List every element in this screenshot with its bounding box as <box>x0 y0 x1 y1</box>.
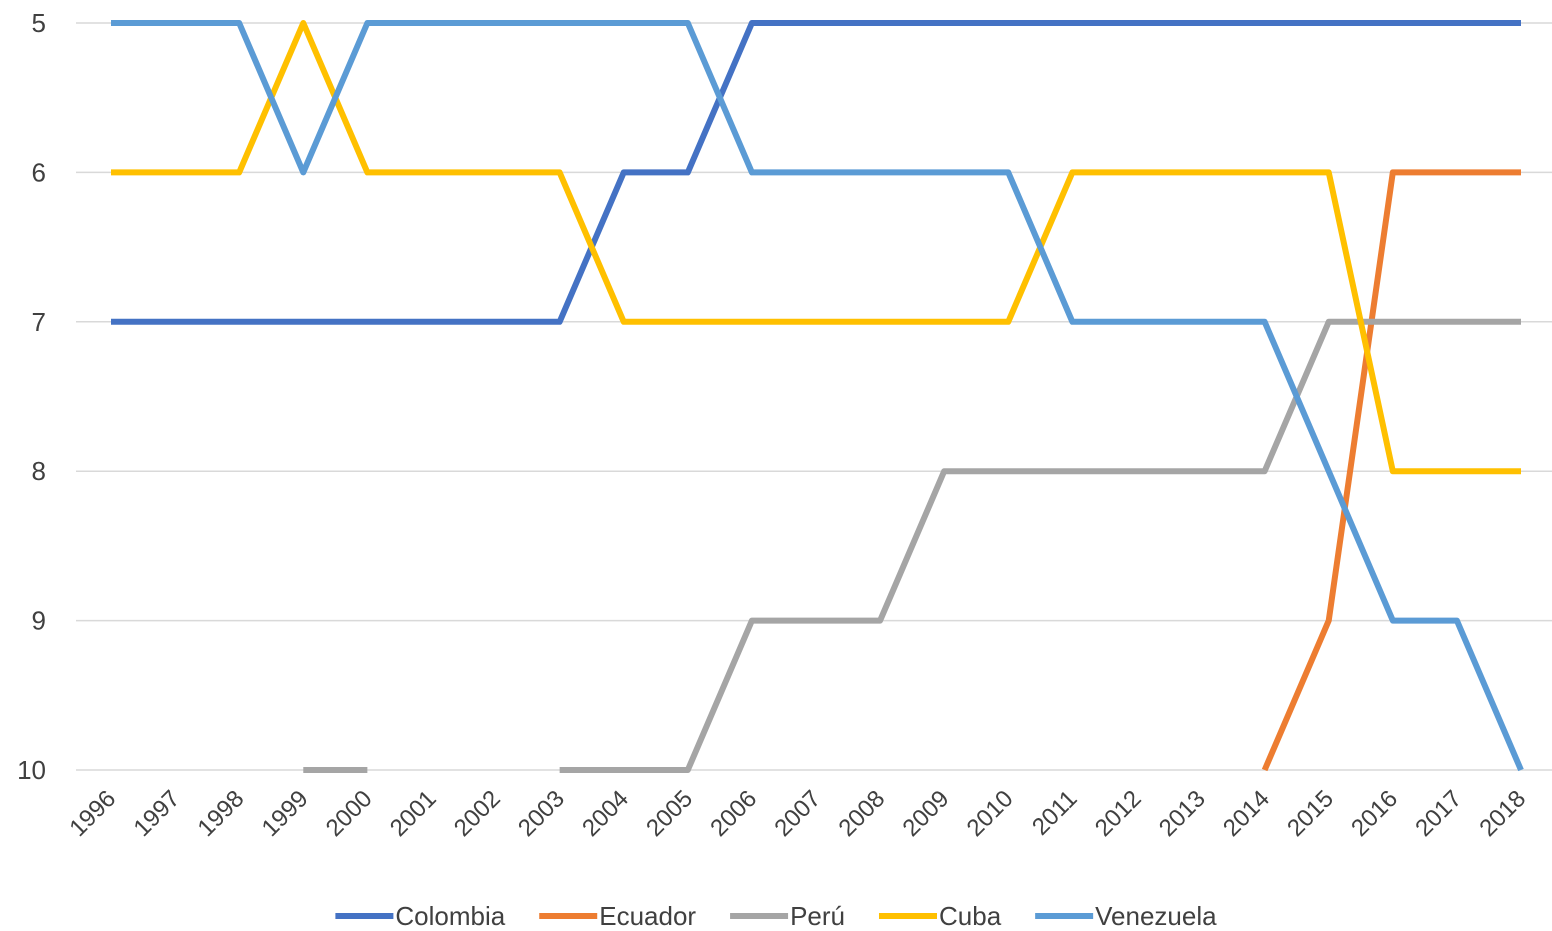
legend-label: Ecuador <box>599 901 696 931</box>
y-tick-label: 5 <box>32 8 46 38</box>
y-axis-ticks: 5 6 7 8 9 10 <box>17 8 46 785</box>
legend: Colombia Ecuador Perú Cuba Venezuela <box>335 901 1217 931</box>
x-tick-label: 2013 <box>1154 785 1211 842</box>
y-tick-label: 7 <box>32 307 46 337</box>
x-tick-label: 2002 <box>449 785 506 842</box>
legend-item-cuba: Cuba <box>878 901 1002 931</box>
legend-item-venezuela: Venezuela <box>1035 901 1217 931</box>
x-tick-label: 2008 <box>833 785 890 842</box>
x-tick-label: 2001 <box>385 785 442 842</box>
x-axis-ticks: 1996 1997 1998 1999 2000 2001 2002 2003 2004 2005… <box>64 785 1531 842</box>
x-tick-label: 2007 <box>769 785 826 842</box>
x-tick-label: 2004 <box>577 785 634 842</box>
legend-item-perú: Perú <box>730 901 845 931</box>
x-tick-label: 2014 <box>1218 785 1275 842</box>
y-tick-label: 6 <box>32 157 46 187</box>
y-tick-label: 9 <box>32 606 46 636</box>
x-tick-label: 1997 <box>128 785 185 842</box>
series-line-colombia <box>111 20 1521 325</box>
series-line-ecuador <box>1261 169 1521 772</box>
y-tick-label: 8 <box>32 456 46 486</box>
series-line-cuba <box>111 20 1521 475</box>
x-tick-label: 1998 <box>193 785 250 842</box>
legend-label: Cuba <box>939 901 1002 931</box>
x-tick-label: 2010 <box>962 785 1019 842</box>
x-tick-label: 2017 <box>1410 785 1467 842</box>
x-tick-label: 2000 <box>321 785 378 842</box>
legend-label: Venezuela <box>1095 901 1217 931</box>
x-tick-label: 2016 <box>1346 785 1403 842</box>
x-tick-label: 2018 <box>1474 785 1531 842</box>
gridlines <box>76 22 1552 771</box>
x-tick-label: 1996 <box>64 785 121 842</box>
legend-item-ecuador: Ecuador <box>539 901 696 931</box>
series-line-venezuela <box>111 20 1524 772</box>
x-tick-label: 2005 <box>641 785 698 842</box>
x-tick-label: 2003 <box>513 785 570 842</box>
x-tick-label: 2006 <box>705 785 762 842</box>
series-lines <box>111 20 1524 773</box>
x-tick-label: 2009 <box>898 785 955 842</box>
legend-label: Perú <box>790 901 845 931</box>
legend-item-colombia: Colombia <box>335 901 506 931</box>
y-tick-label: 10 <box>17 755 46 785</box>
x-tick-label: 2015 <box>1282 785 1339 842</box>
x-tick-label: 1999 <box>257 785 314 842</box>
legend-label: Colombia <box>395 901 505 931</box>
x-tick-label: 2012 <box>1090 785 1147 842</box>
x-tick-label: 2011 <box>1027 785 1083 841</box>
